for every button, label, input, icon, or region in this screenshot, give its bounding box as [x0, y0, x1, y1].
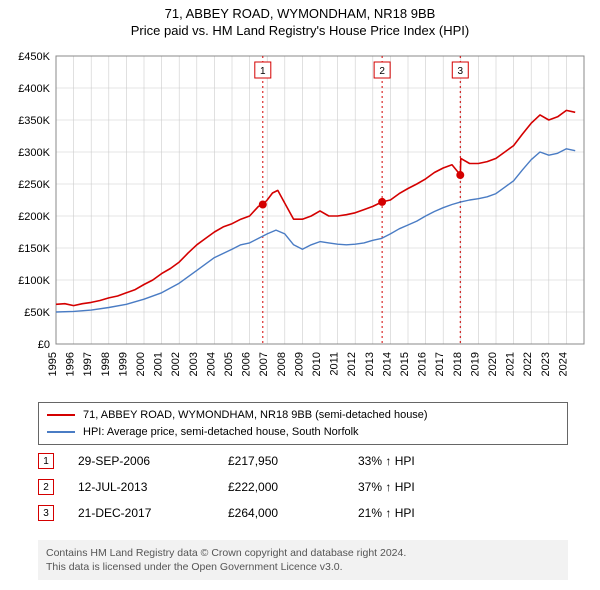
title-address: 71, ABBEY ROAD, WYMONDHAM, NR18 9BB: [0, 6, 600, 21]
svg-text:2021: 2021: [505, 352, 517, 376]
svg-text:2017: 2017: [434, 352, 446, 376]
svg-text:1997: 1997: [82, 352, 94, 376]
table-row: 3 21-DEC-2017 £264,000 21% ↑ HPI: [38, 500, 568, 526]
svg-text:2010: 2010: [311, 352, 323, 376]
svg-text:£0: £0: [38, 339, 50, 351]
marker-badge-2: 2: [38, 479, 54, 495]
svg-text:2005: 2005: [223, 352, 235, 376]
legend-swatch-hpi: [47, 431, 75, 433]
sale-pct: 21% ↑ HPI: [358, 506, 498, 520]
svg-text:3: 3: [457, 66, 463, 77]
svg-text:£150K: £150K: [18, 243, 50, 255]
svg-text:2014: 2014: [381, 352, 393, 376]
sale-price: £217,950: [228, 454, 358, 468]
svg-text:2007: 2007: [258, 352, 270, 376]
svg-text:£50K: £50K: [24, 307, 50, 319]
svg-text:1995: 1995: [47, 352, 59, 376]
sale-pct: 37% ↑ HPI: [358, 480, 498, 494]
chart-area: £0 £50K £100K £150K £200K £250K £300K £350K £400…: [10, 48, 590, 396]
svg-text:2008: 2008: [276, 352, 288, 376]
legend-label-property: 71, ABBEY ROAD, WYMONDHAM, NR18 9BB (sem…: [83, 407, 428, 424]
footer-line2: This data is licensed under the Open Gov…: [46, 560, 560, 574]
legend-row-hpi: HPI: Average price, semi-detached house,…: [47, 424, 559, 441]
svg-text:2018: 2018: [452, 352, 464, 376]
sale-pct: 33% ↑ HPI: [358, 454, 498, 468]
svg-text:2000: 2000: [135, 352, 147, 376]
legend-row-property: 71, ABBEY ROAD, WYMONDHAM, NR18 9BB (sem…: [47, 407, 559, 424]
svg-text:1998: 1998: [100, 352, 112, 376]
svg-text:£350K: £350K: [18, 115, 50, 127]
sale-date: 12-JUL-2013: [78, 480, 228, 494]
chart-container: 71, ABBEY ROAD, WYMONDHAM, NR18 9BB Pric…: [0, 0, 600, 590]
sales-table: 1 29-SEP-2006 £217,950 33% ↑ HPI 2 12-JU…: [38, 448, 568, 526]
sale-price: £264,000: [228, 506, 358, 520]
svg-text:£300K: £300K: [18, 147, 50, 159]
svg-text:2: 2: [379, 66, 385, 77]
table-row: 2 12-JUL-2013 £222,000 37% ↑ HPI: [38, 474, 568, 500]
svg-text:£100K: £100K: [18, 275, 50, 287]
svg-text:2015: 2015: [399, 352, 411, 376]
legend-swatch-property: [47, 414, 75, 416]
svg-text:2016: 2016: [417, 352, 429, 376]
svg-text:2011: 2011: [329, 352, 341, 376]
chart-svg: £0 £50K £100K £150K £200K £250K £300K £350K £400…: [10, 48, 590, 396]
sale-date: 29-SEP-2006: [78, 454, 228, 468]
svg-text:2006: 2006: [241, 352, 253, 376]
svg-text:1: 1: [260, 66, 266, 77]
sale-date: 21-DEC-2017: [78, 506, 228, 520]
marker-badge-3: 3: [38, 505, 54, 521]
svg-text:2002: 2002: [170, 352, 182, 376]
svg-text:1999: 1999: [117, 352, 129, 376]
svg-text:£450K: £450K: [18, 51, 50, 63]
title-subtitle: Price paid vs. HM Land Registry's House …: [0, 23, 600, 38]
attribution-footer: Contains HM Land Registry data © Crown c…: [38, 540, 568, 580]
svg-text:2012: 2012: [346, 352, 358, 376]
sale-price: £222,000: [228, 480, 358, 494]
svg-text:2003: 2003: [188, 352, 200, 376]
legend-label-hpi: HPI: Average price, semi-detached house,…: [83, 424, 359, 441]
footer-line1: Contains HM Land Registry data © Crown c…: [46, 546, 560, 560]
svg-text:£200K: £200K: [18, 211, 50, 223]
svg-text:2023: 2023: [540, 352, 552, 376]
arrow-up-icon: ↑: [385, 480, 391, 494]
arrow-up-icon: ↑: [385, 506, 391, 520]
arrow-up-icon: ↑: [385, 454, 391, 468]
svg-text:2019: 2019: [469, 352, 481, 376]
table-row: 1 29-SEP-2006 £217,950 33% ↑ HPI: [38, 448, 568, 474]
svg-text:2020: 2020: [487, 352, 499, 376]
svg-text:2001: 2001: [153, 352, 165, 376]
marker-badge-1: 1: [38, 453, 54, 469]
svg-text:1996: 1996: [65, 352, 77, 376]
svg-text:2013: 2013: [364, 352, 376, 376]
svg-text:2024: 2024: [557, 352, 569, 376]
svg-text:2009: 2009: [293, 352, 305, 376]
svg-text:2022: 2022: [522, 352, 534, 376]
legend: 71, ABBEY ROAD, WYMONDHAM, NR18 9BB (sem…: [38, 402, 568, 445]
svg-text:£400K: £400K: [18, 83, 50, 95]
title-block: 71, ABBEY ROAD, WYMONDHAM, NR18 9BB Pric…: [0, 0, 600, 38]
svg-text:£250K: £250K: [18, 179, 50, 191]
svg-text:2004: 2004: [205, 352, 217, 376]
